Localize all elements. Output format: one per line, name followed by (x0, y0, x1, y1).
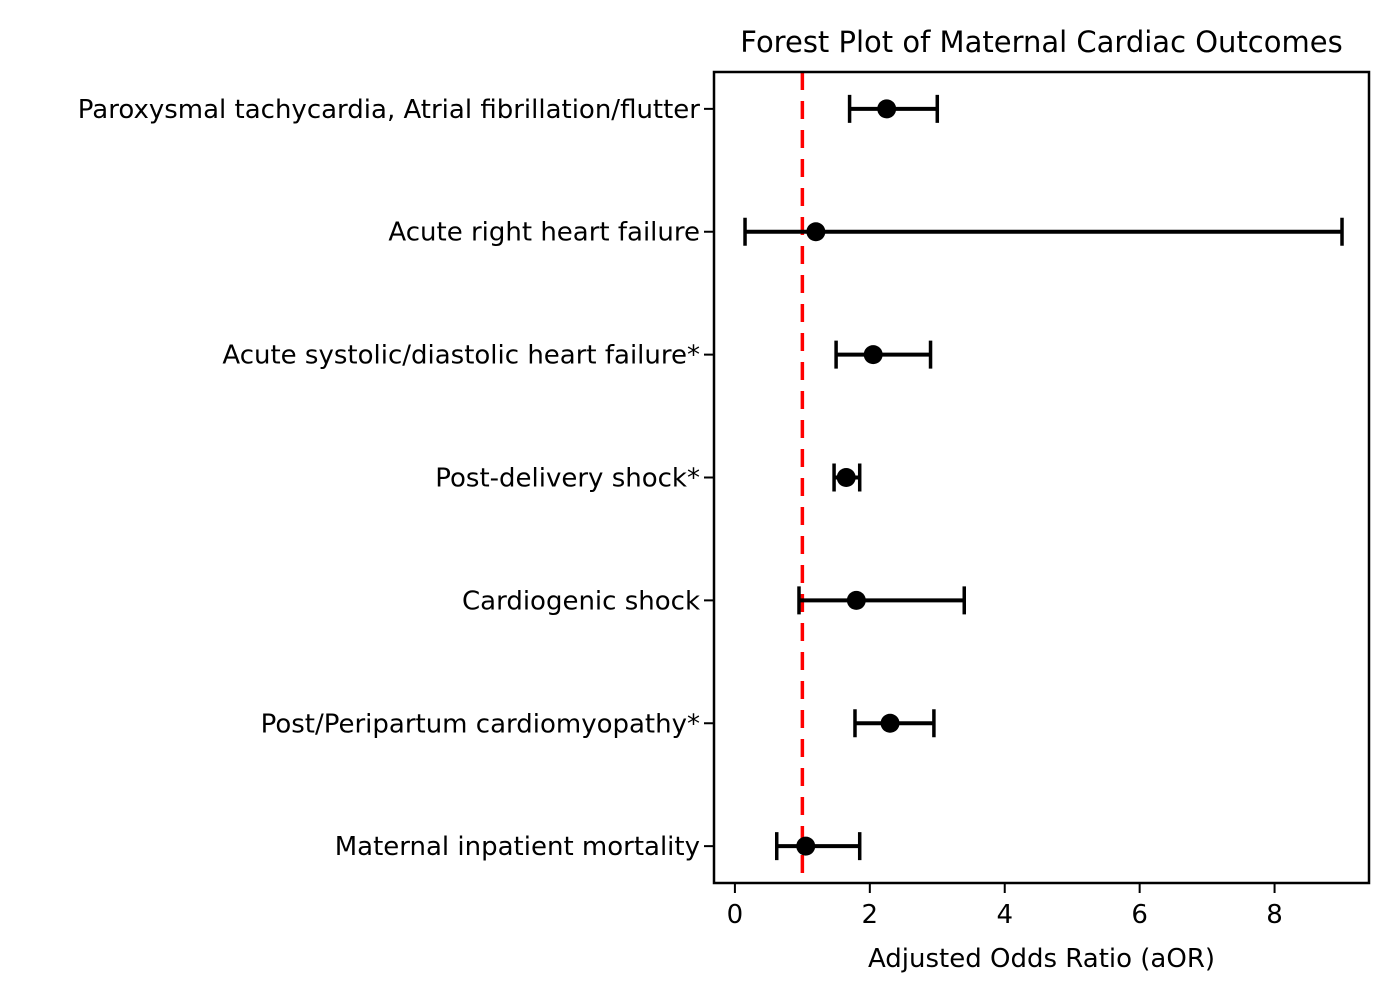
point-marker (880, 713, 900, 733)
x-axis-title: Adjusted Odds Ratio (aOR) (868, 944, 1215, 974)
x-tick-label: 2 (862, 900, 879, 930)
data-layer (743, 94, 1344, 861)
forest-row (847, 94, 940, 123)
category-label: Cardiogenic shock (462, 586, 700, 616)
category-label: Maternal inpatient mortality (335, 832, 700, 862)
plot-background (714, 72, 1369, 883)
category-label: Post/Peripartum cardiomyopathy* (261, 709, 700, 739)
x-tick-label: 8 (1266, 900, 1283, 930)
x-axis-layer: 0 2 4 6 8 (727, 883, 1283, 930)
forest-row (853, 709, 936, 738)
point-marker (836, 468, 856, 487)
forest-row (797, 586, 967, 615)
point-marker (877, 99, 897, 119)
chart-title: Forest Plot of Maternal Cardiac Outcomes (740, 25, 1342, 59)
point-marker (806, 222, 826, 242)
plot-background-layer (714, 72, 1369, 883)
forest-row (743, 217, 1344, 246)
forest-row (832, 463, 862, 492)
point-marker (863, 345, 883, 365)
category-label: Acute right heart failure (388, 218, 700, 248)
x-tick-label: 6 (1131, 900, 1148, 930)
forest-row (774, 832, 862, 861)
category-label: Post-delivery shock* (435, 464, 700, 494)
point-marker (846, 590, 866, 610)
category-label: Acute systolic/diastolic heart failure* (222, 341, 700, 371)
y-axis-layer: Paroxysmal tachycardia, Atrial fibrillat… (78, 95, 714, 862)
category-label: Paroxysmal tachycardia, Atrial fibrillat… (78, 95, 701, 125)
x-tick-label: 0 (727, 900, 744, 930)
x-tick-label: 4 (996, 900, 1013, 930)
forest-row (834, 340, 933, 369)
point-marker (796, 836, 816, 856)
